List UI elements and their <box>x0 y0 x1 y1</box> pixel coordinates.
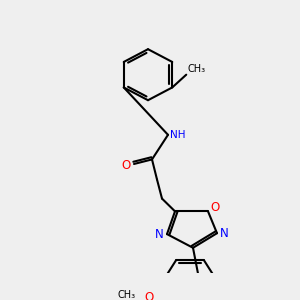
Text: O: O <box>122 159 131 172</box>
Text: NH: NH <box>170 130 185 140</box>
Text: O: O <box>210 201 219 214</box>
Text: N: N <box>155 228 164 241</box>
Text: N: N <box>220 227 229 240</box>
Text: CH₃: CH₃ <box>118 290 136 300</box>
Text: CH₃: CH₃ <box>187 64 206 74</box>
Text: O: O <box>145 291 154 300</box>
